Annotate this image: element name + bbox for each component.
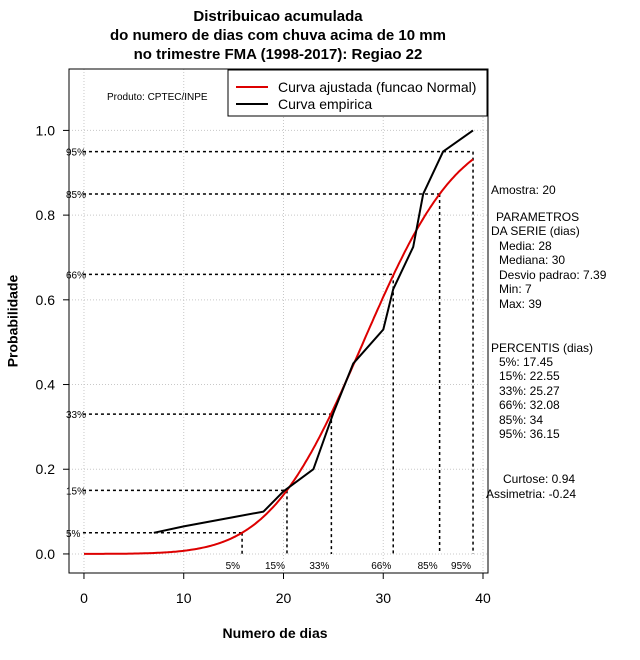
legend-box <box>227 69 488 117</box>
title-line: do numero de dias com chuva acima de 10 … <box>110 27 446 44</box>
percentis-title: PERCENTIS (dias) <box>491 341 594 355</box>
percentile-item: 15%: 22.55 <box>499 369 560 384</box>
title-line: no trimestre FMA (1998-2017): Regiao 22 <box>134 46 423 63</box>
percentile-left-label: 33% <box>66 410 86 421</box>
percentile-item: 33%: 25.27 <box>499 383 560 398</box>
empirical-curve <box>153 129 474 534</box>
x-axis-label: Numero de dias <box>222 625 327 641</box>
y-tick-label: 0.6 <box>36 292 56 308</box>
percentile-bottom-label: 95% <box>451 561 471 572</box>
percentile-bottom-label: 5% <box>226 561 241 572</box>
percentile-item: 5%: 17.45 <box>499 355 554 369</box>
params-title-1: PARAMETROS <box>496 210 580 224</box>
param-item: Min: 7 <box>499 282 532 297</box>
y-tick-label: 0.2 <box>36 461 56 477</box>
axes: 0 10 20 30 40 0.0 0.2 0.4 0.6 0.8 1.0 <box>36 122 491 606</box>
param-item: Desvio padrao: 7.39 <box>499 267 607 282</box>
x-tick-label: 20 <box>276 590 292 606</box>
chart-title: Distribuicao acumulada do numero de dias … <box>110 8 446 63</box>
percentile-bottom-label: 85% <box>418 561 438 572</box>
percentile-reference-lines: 5% 5% 15% 15% 33% 33% 66% 66% 85% 85% 95% 95% <box>66 148 474 572</box>
y-tick-label: 1.0 <box>36 122 56 138</box>
kurtosis-value: Curtose: 0.94 <box>503 472 576 486</box>
params-list: Media: 28 Mediana: 30 Desvio padrao: 7.39 M… <box>499 239 606 311</box>
percentile-item: 95%: 36.15 <box>499 427 560 442</box>
sample-size: Amostra: 20 <box>491 183 556 197</box>
x-tick-label: 30 <box>375 590 391 606</box>
x-tick-label: 0 <box>80 590 88 606</box>
percentile-item: 66%: 32.08 <box>499 398 560 413</box>
series <box>84 129 474 555</box>
plot-frame <box>68 68 489 574</box>
percentile-bottom-label: 33% <box>309 561 329 572</box>
percentile-left-label: 15% <box>66 486 86 497</box>
legend: Curva ajustada (funcao Normal)Curva empi… <box>227 69 488 117</box>
percentile-bottom-label: 15% <box>265 561 285 572</box>
legend-label: Curva empirica <box>278 96 372 112</box>
y-tick-label: 0.4 <box>36 377 56 393</box>
percentile-left-label: 5% <box>66 529 81 540</box>
y-axis-label: Probabilidade <box>5 275 21 368</box>
credit-text: Produto: CPTEC/INPE <box>107 92 208 103</box>
legend-label: Curva ajustada (funcao Normal) <box>278 79 476 95</box>
percentile-bottom-label: 66% <box>371 561 391 572</box>
percentile-left-label: 66% <box>66 270 86 281</box>
y-tick-label: 0.0 <box>36 546 56 562</box>
skewness-value: Assimetria: -0.24 <box>486 487 577 501</box>
percentis-list: 5%: 17.45 15%: 22.55 33%: 25.27 66%: 32.08 8… <box>499 355 560 441</box>
params-title-2: DA SERIE (dias) <box>491 224 580 238</box>
percentile-item: 85%: 34 <box>499 412 544 427</box>
x-tick-label: 10 <box>176 590 192 606</box>
percentile-left-label: 95% <box>66 148 86 159</box>
y-tick-label: 0.8 <box>36 207 56 223</box>
param-item: Media: 28 <box>499 239 552 253</box>
percentile-left-label: 85% <box>66 190 86 201</box>
title-line: Distribuicao acumulada <box>193 8 363 25</box>
x-tick-label: 40 <box>475 590 491 606</box>
param-item: Mediana: 30 <box>499 253 566 268</box>
fitted-normal-curve <box>84 158 474 555</box>
param-item: Max: 39 <box>499 296 542 311</box>
